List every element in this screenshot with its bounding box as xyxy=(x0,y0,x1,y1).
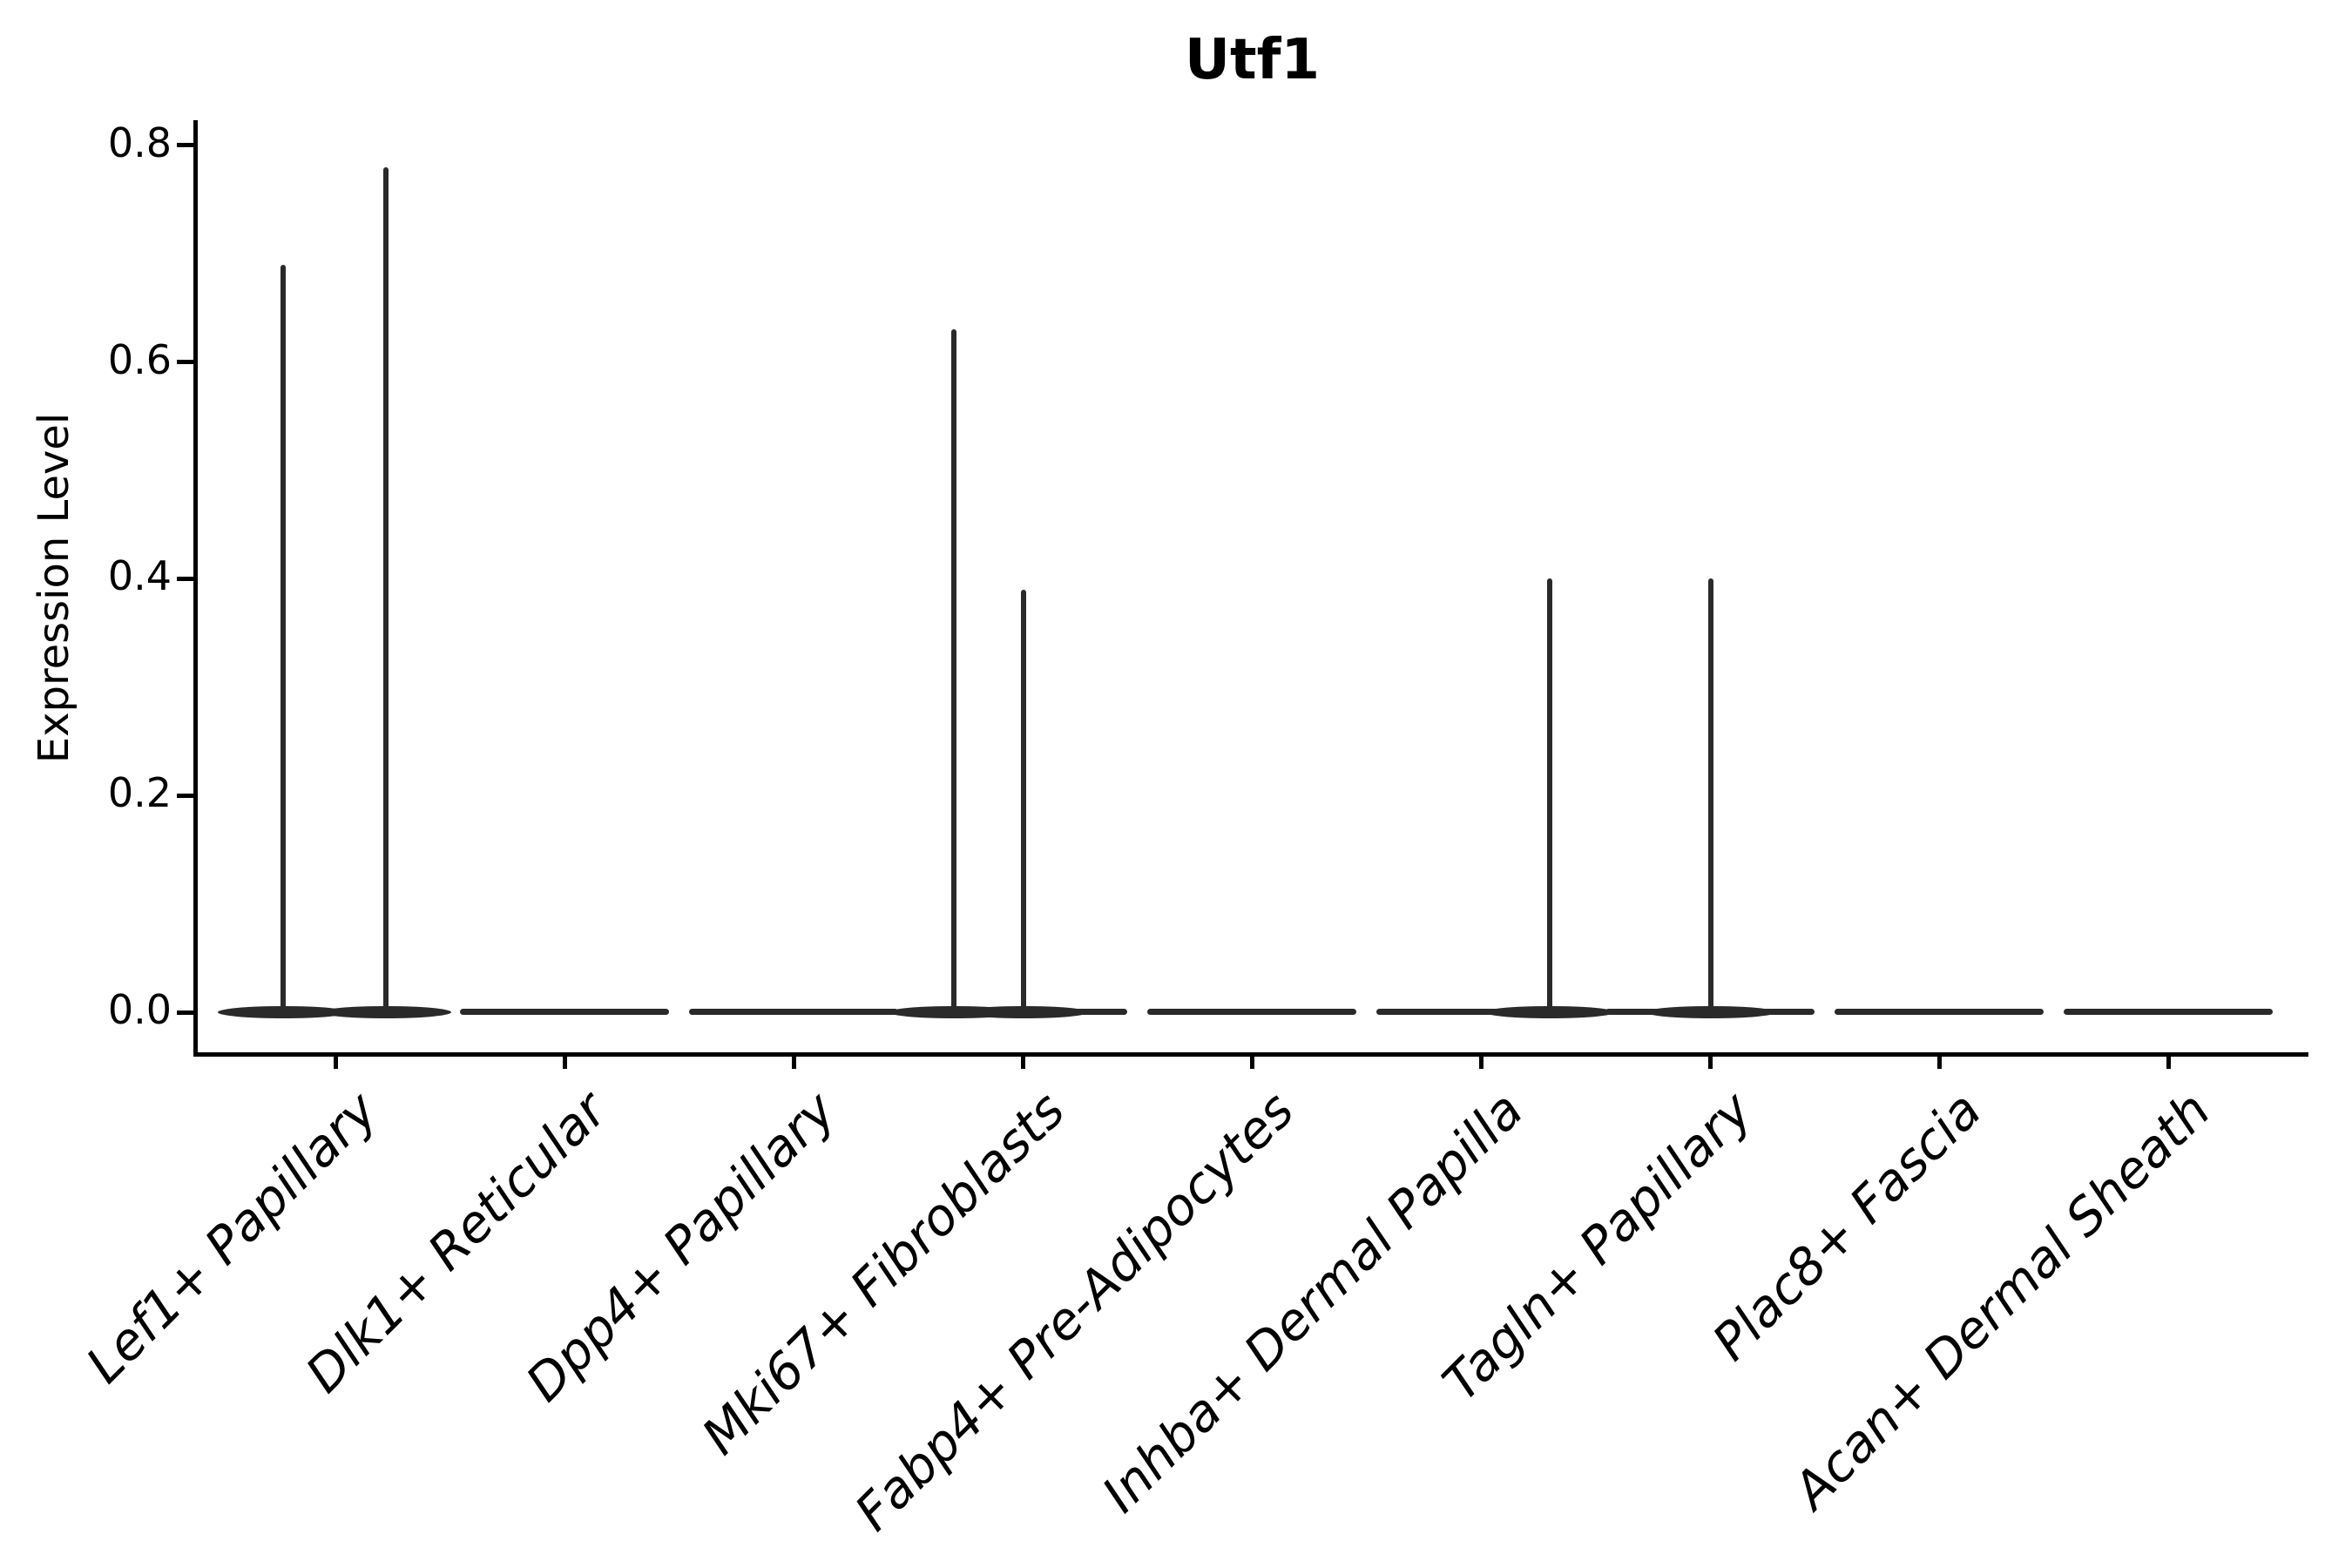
violin-base xyxy=(1835,1009,2044,1015)
plot-title: Utf1 xyxy=(1185,28,1320,92)
violin-base xyxy=(231,1009,440,1015)
y-tick-label: 0.2 xyxy=(107,769,172,817)
y-tick-label: 0.6 xyxy=(107,335,172,383)
y-tick-mark xyxy=(177,143,196,148)
violin-base xyxy=(1376,1009,1585,1015)
violin-base xyxy=(689,1009,898,1015)
violin-base xyxy=(2064,1009,2273,1015)
violin-base xyxy=(460,1009,669,1015)
x-tick-mark xyxy=(1936,1057,1942,1069)
y-axis-spine xyxy=(193,120,198,1057)
violin-spike xyxy=(951,329,956,1016)
y-tick-mark xyxy=(177,793,196,798)
violin-spike xyxy=(280,265,286,1016)
violin-spike xyxy=(1021,590,1026,1016)
y-tick-mark xyxy=(177,576,196,581)
x-tick-mark xyxy=(1707,1057,1713,1069)
y-tick-label: 0.8 xyxy=(107,118,172,166)
y-tick-label: 0.4 xyxy=(107,552,172,600)
violin-spike xyxy=(1547,578,1552,1016)
y-tick-mark xyxy=(177,360,196,365)
x-tick-mark xyxy=(791,1057,796,1069)
x-tick-mark xyxy=(333,1057,338,1069)
x-tick-mark xyxy=(562,1057,567,1069)
x-tick-mark xyxy=(1020,1057,1025,1069)
violin-spike xyxy=(383,167,389,1016)
x-tick-mark xyxy=(1249,1057,1254,1069)
x-tick-mark xyxy=(1478,1057,1484,1069)
x-tick-mark xyxy=(2166,1057,2171,1069)
violin-base xyxy=(1147,1009,1356,1015)
x-axis-spine xyxy=(193,1052,2308,1057)
violin-spike xyxy=(1708,578,1713,1016)
y-tick-label: 0.0 xyxy=(107,986,172,1033)
y-tick-mark xyxy=(177,1010,196,1015)
